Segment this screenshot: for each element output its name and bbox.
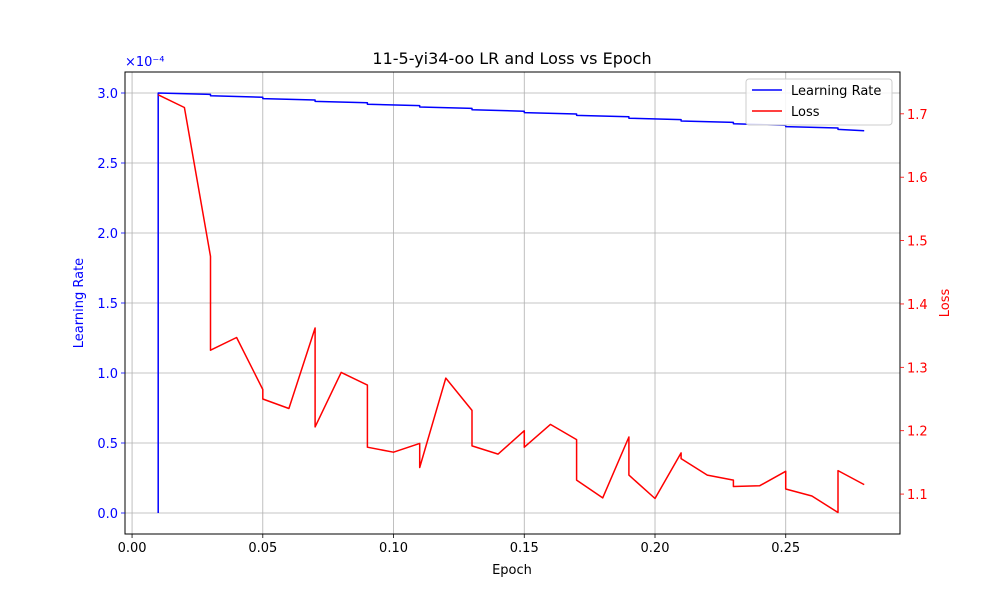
y-tick-label: 3.0 xyxy=(97,87,118,102)
chart-title: 11-5-yi34-oo LR and Loss vs Epoch xyxy=(372,49,651,68)
y-tick-label: 0.0 xyxy=(97,507,118,522)
series-line-loss xyxy=(157,94,865,514)
y2-tick-label: 1.1 xyxy=(907,488,928,503)
legend: Learning Rate Loss xyxy=(745,78,893,126)
y-tick-label: 0.5 xyxy=(97,437,118,452)
x-tick-label: 0.25 xyxy=(771,541,800,556)
y2-tick-label: 1.6 xyxy=(907,171,928,186)
y-tick-label: 2.5 xyxy=(97,157,118,172)
x-axis-title: Epoch xyxy=(492,563,532,578)
legend-label-loss: Loss xyxy=(791,105,820,120)
y-tick-label: 2.0 xyxy=(97,227,118,242)
y-axis-title: Learning Rate xyxy=(72,258,87,348)
y2-tick-label: 1.7 xyxy=(907,108,928,123)
y-axis-left: 0.0 0.5 1.0 1.5 2.0 2.5 3.0 xyxy=(97,87,125,522)
y-axis-offset-label: ×10⁻⁴ xyxy=(125,55,165,70)
x-tick-label: 0.00 xyxy=(118,541,147,556)
y2-tick-label: 1.3 xyxy=(907,361,928,376)
y2-tick-label: 1.2 xyxy=(907,425,928,440)
y-axis-right: 1.1 1.2 1.3 1.4 1.5 1.6 1.7 xyxy=(900,108,928,503)
legend-box xyxy=(745,78,893,126)
x-tick-label: 0.10 xyxy=(379,541,408,556)
x-tick-label: 0.15 xyxy=(510,541,539,556)
x-tick-label: 0.20 xyxy=(641,541,670,556)
y-tick-label: 1.0 xyxy=(97,367,118,382)
x-tick-label: 0.05 xyxy=(248,541,277,556)
legend-label-learning-rate: Learning Rate xyxy=(791,84,881,99)
y2-tick-label: 1.4 xyxy=(907,298,928,313)
x-axis: 0.00 0.05 0.10 0.15 0.20 0.25 xyxy=(118,534,800,556)
y2-axis-title: Loss xyxy=(938,289,953,318)
y-tick-label: 1.5 xyxy=(97,297,118,312)
y2-tick-label: 1.5 xyxy=(907,235,928,250)
